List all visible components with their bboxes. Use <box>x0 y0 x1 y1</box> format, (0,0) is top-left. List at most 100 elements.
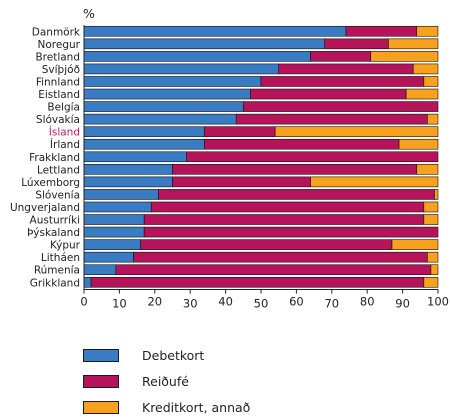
bar-segment-kreditkort-anna-i-rland <box>398 138 439 150</box>
category-label-lu-xemborg: Lúxemborg <box>21 177 80 189</box>
bar-segment-debetkort-ky-pur <box>83 239 141 250</box>
bars-group <box>83 25 439 288</box>
bar-segment-rei-ufe-ungverjaland <box>150 201 425 213</box>
category-label-belgi-a: Belgía <box>47 102 80 114</box>
bar-segment-rei-ufe-finnland <box>260 76 425 87</box>
bar-segment-debetkort-i-rland <box>83 138 205 150</box>
bar-segment-debetkort-i-sland <box>83 126 205 137</box>
bar-segment-debetkort-noregur <box>83 38 326 50</box>
x-tick-label-70: 70 <box>324 297 339 311</box>
x-tick-label-100: 100 <box>427 295 449 309</box>
legend-swatch-reidufe <box>83 374 119 388</box>
bar-segment-rei-ufe-belgi-a <box>243 101 439 112</box>
x-tick-label-80: 80 <box>360 295 375 309</box>
bar-segment-kreditkort-anna-grikkland <box>423 276 439 288</box>
bar-segment-rei-ufe-eistland <box>250 88 407 100</box>
bar-segment-kreditkort-anna-austurri-ki <box>423 214 439 225</box>
bar-segment-kreditkort-anna-eistland <box>405 88 439 100</box>
category-label-litha-en: Litháen <box>41 252 80 264</box>
bar-segment-kreditkort-anna-litha-en <box>427 251 439 263</box>
bar-segment-debetkort-y-skaland <box>83 226 145 238</box>
bar-segment-rei-ufe-svi-jo <box>278 63 414 75</box>
category-label-danmo-rk: Danmörk <box>32 26 81 38</box>
legend-swatch-debetkort <box>83 348 119 362</box>
bar-segment-debetkort-lu-xemborg <box>83 176 173 188</box>
category-label-slo-vaki-a: Slóvakía <box>36 114 80 126</box>
bar-segment-rei-ufe-i-sland <box>204 126 276 137</box>
bar-segment-kreditkort-anna-finnland <box>423 76 439 87</box>
bar-segment-debetkort-ungverjaland <box>83 201 152 213</box>
legend-item-debetkort: Debetkort <box>83 347 204 363</box>
bar-segment-kreditkort-anna-i-sland <box>274 126 439 137</box>
category-label-frakkland: Frakkland <box>29 152 80 164</box>
category-label-noregur: Noregur <box>38 39 81 51</box>
x-tick-label-20: 20 <box>147 295 162 309</box>
y-unit-label: % <box>83 6 95 21</box>
category-label-bretland: Bretland <box>35 51 80 63</box>
bar-segment-debetkort-bretland <box>83 51 311 62</box>
bar-segment-kreditkort-anna-lu-xemborg <box>310 176 439 188</box>
bar-segment-rei-ufe-y-skaland <box>143 226 439 238</box>
category-label-ru-meni-a: Rúmenía <box>34 265 80 277</box>
category-label-finnland: Finnland <box>36 76 80 88</box>
bar-segment-debetkort-slo-vaki-a <box>83 113 237 125</box>
category-label-svi-jo: Svíþjóð <box>42 64 80 76</box>
category-label-i-rland: Írland <box>50 138 80 151</box>
x-tick-label-50: 50 <box>254 297 269 311</box>
bar-segment-rei-ufe-noregur <box>324 38 389 50</box>
bar-segment-kreditkort-anna-ru-meni-a <box>430 264 439 276</box>
category-label-eistland: Eistland <box>38 89 80 101</box>
x-axis: 0 10 20 30 40 50 60 70 80 90 100 <box>80 25 449 311</box>
bar-segment-debetkort-eistland <box>83 88 251 100</box>
category-label-ungverjaland: Ungverjaland <box>10 202 80 214</box>
x-tick-label-0: 0 <box>80 295 87 309</box>
x-tick-label-60: 60 <box>289 295 304 309</box>
bar-segment-rei-ufe-danmo-rk <box>345 25 418 37</box>
bar-segment-kreditkort-anna-bretland <box>370 51 439 62</box>
bar-segment-kreditkort-anna-ungverjaland <box>423 201 439 213</box>
bar-segment-rei-ufe-grikkland <box>90 276 425 288</box>
bar-segment-debetkort-grikkland <box>83 276 92 288</box>
bar-segment-rei-ufe-ru-meni-a <box>115 264 432 276</box>
x-tick-label-30: 30 <box>183 297 198 311</box>
bar-segment-rei-ufe-ky-pur <box>140 239 393 250</box>
bar-segment-kreditkort-anna-slo-vaki-a <box>427 113 439 125</box>
category-label-i-sland: Ísland <box>49 126 80 139</box>
bar-segment-debetkort-belgi-a <box>83 101 244 112</box>
legend-label-kreditkort: Kreditkort, annað <box>142 399 251 415</box>
category-label-grikkland: Grikkland <box>30 277 80 289</box>
bar-segment-kreditkort-anna-lettland <box>416 164 439 175</box>
category-label-y-skaland: Þýskaland <box>27 227 80 239</box>
bar-segment-rei-ufe-bretland <box>310 51 372 62</box>
legend-label-debetkort: Debetkort <box>142 347 205 363</box>
bar-segment-rei-ufe-i-rland <box>204 138 400 150</box>
bar-segment-debetkort-frakkland <box>83 151 187 163</box>
legend-label-reidufe: Reiðufé <box>142 373 189 389</box>
x-tick-label-10: 10 <box>112 297 127 311</box>
bar-segment-debetkort-finnland <box>83 76 262 87</box>
bar-segment-rei-ufe-litha-en <box>133 251 428 263</box>
bar-segment-debetkort-litha-en <box>83 251 134 263</box>
x-tick-label-40: 40 <box>218 295 233 309</box>
bar-segment-debetkort-danmo-rk <box>83 25 347 37</box>
legend-swatch-kreditkort <box>83 400 119 414</box>
category-label-ky-pur: Kýpur <box>50 240 81 252</box>
category-labels: DanmörkNoregurBretlandSvíþjóðFinnlandEis… <box>10 26 81 289</box>
bar-segment-kreditkort-anna-danmo-rk <box>416 25 439 37</box>
bar-segment-debetkort-ru-meni-a <box>83 264 117 276</box>
legend-item-reidufe: Reiðufé <box>83 373 189 389</box>
bar-segment-rei-ufe-frakkland <box>186 151 439 163</box>
category-label-austurri-ki: Austurríki <box>30 215 80 227</box>
bar-segment-rei-ufe-austurri-ki <box>143 214 425 225</box>
x-tick-label-90: 90 <box>395 297 410 311</box>
category-label-lettland: Lettland <box>37 164 80 176</box>
bar-segment-kreditkort-anna-slo-veni-a <box>434 189 439 200</box>
legend-item-kreditkort: Kreditkort, annað <box>83 399 250 415</box>
bar-segment-debetkort-slo-veni-a <box>83 189 159 200</box>
category-label-slo-veni-a: Slóvenía <box>35 189 80 201</box>
bar-segment-kreditkort-anna-svi-jo <box>412 63 439 75</box>
bar-segment-rei-ufe-slo-veni-a <box>158 189 435 200</box>
bar-segment-kreditkort-anna-ky-pur <box>391 239 439 250</box>
bar-segment-rei-ufe-slo-vaki-a <box>235 113 428 125</box>
